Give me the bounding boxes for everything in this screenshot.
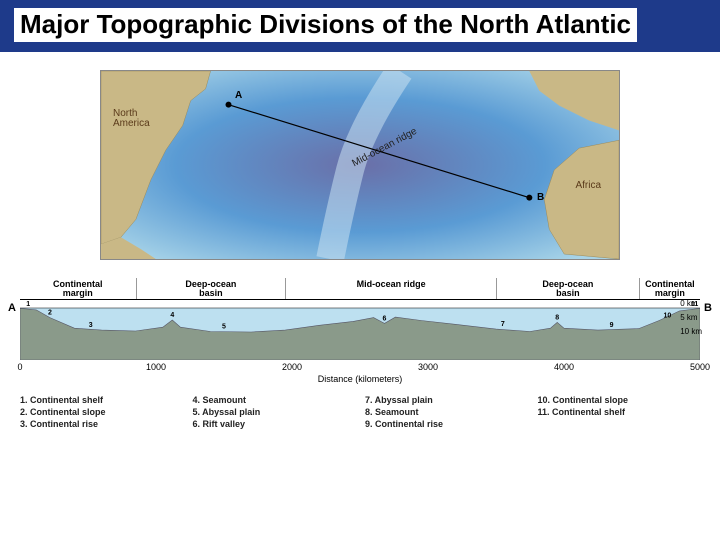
legend-item: 4. Seamount [193,396,356,406]
txt-na: NorthAmerica [113,108,150,129]
svg-text:1: 1 [26,301,30,308]
depth-0: 0 km [680,300,702,314]
svg-text:2: 2 [48,309,52,316]
region-label: Continentalmargin [20,278,136,299]
legend-item: 9. Continental rise [365,420,528,430]
region-label: Mid-ocean ridge [285,278,496,299]
page-title: Major Topographic Divisions of the North… [14,8,637,42]
depth-10: 10 km [680,328,702,342]
depth-labels: 0 km 5 km 10 km [680,300,702,342]
x-tick: 3000 [418,362,438,372]
header-bar: Major Topographic Divisions of the North… [0,0,720,52]
legend-item: 2. Continental slope [20,408,183,418]
region-row: ContinentalmarginDeep-oceanbasinMid-ocea… [20,278,700,300]
profile-panel: ContinentalmarginDeep-oceanbasinMid-ocea… [20,278,700,430]
x-tick: 2000 [282,362,302,372]
region-label: Continentalmargin [639,278,700,299]
legend-item: 7. Abyssal plain [365,396,528,406]
label-point-a: A [235,91,242,101]
legend-item: 8. Seamount [365,408,528,418]
svg-text:5: 5 [222,323,226,330]
legend-item [538,420,701,430]
x-tick: 0 [17,362,22,372]
svg-text:4: 4 [170,312,174,319]
endpoint-b: B [704,302,712,314]
legend-item: 3. Continental rise [20,420,183,430]
svg-text:9: 9 [610,322,614,329]
x-axis-label: Distance (kilometers) [318,374,403,384]
legend-item: 11. Continental shelf [538,408,701,418]
profile-svg: 1234567891011 [20,300,700,360]
svg-text:8: 8 [555,314,559,321]
label-africa: Africa [575,181,601,191]
x-tick: 5000 [690,362,710,372]
x-tick: 1000 [146,362,166,372]
content-area: NorthAmerica Africa Mid-ocean ridge A B … [0,52,720,430]
svg-text:7: 7 [501,321,505,328]
x-axis: Distance (kilometers) 010002000300040005… [20,362,700,386]
map-panel: NorthAmerica Africa Mid-ocean ridge A B [100,70,620,260]
region-label: Deep-oceanbasin [496,278,639,299]
legend-grid: 1. Continental shelf 4. Seamount 7. Abyssa… [20,396,700,430]
endpoint-a: A [8,302,16,314]
svg-text:6: 6 [383,315,387,322]
legend-item: 5. Abyssal plain [193,408,356,418]
legend-item: 6. Rift valley [193,420,356,430]
region-label: Deep-oceanbasin [136,278,286,299]
depth-5: 5 km [680,314,702,328]
svg-text:10: 10 [663,312,671,319]
label-north-america: NorthAmerica [113,109,150,129]
legend-item: 10. Continental slope [538,396,701,406]
legend-item: 1. Continental shelf [20,396,183,406]
label-point-b: B [537,193,544,203]
x-tick: 4000 [554,362,574,372]
svg-text:3: 3 [89,322,93,329]
